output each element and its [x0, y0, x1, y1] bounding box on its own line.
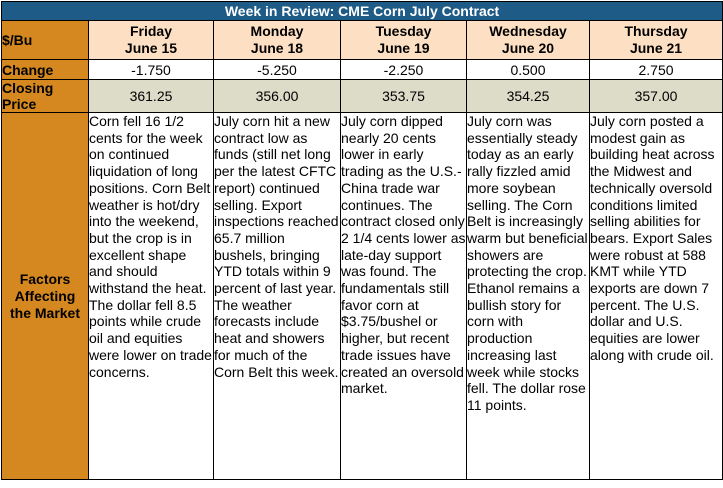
change-value-tuesday: -2.250 — [340, 59, 467, 80]
factors-text-thursday: July corn posted a modest gain as buildi… — [588, 112, 723, 480]
day-name: Monday — [250, 23, 304, 39]
factors-text-friday: Corn fell 16 1/2 cents for the week on c… — [88, 112, 214, 480]
day-header-monday: Monday June 18 — [213, 20, 341, 60]
day-date: June 18 — [250, 40, 304, 56]
table-title: Week in Review: CME Corn July Contract — [0, 1, 723, 21]
day-header-friday: Friday June 15 — [88, 20, 214, 60]
unit-label: $/Bu — [1, 20, 89, 60]
factors-label-line3: the Market — [9, 304, 81, 321]
day-date: June 20 — [501, 40, 555, 56]
day-header-thursday: Thursday June 21 — [588, 20, 723, 60]
closing-label-line1: Closing — [2, 80, 54, 96]
factors-text-tuesday: July corn dipped nearly 20 cents lower i… — [340, 112, 467, 480]
day-date: June 19 — [377, 40, 430, 56]
change-value-thursday: 2.750 — [588, 59, 723, 80]
day-name: Friday — [129, 23, 172, 39]
factors-label: Factors Affecting the Market — [1, 112, 89, 480]
closing-value-wednesday: 354.25 — [466, 79, 590, 113]
title-row: Week in Review: CME Corn July Contract — [0, 1, 723, 21]
change-row: Change -1.750 -5.250 -2.250 0.500 2.750 — [1, 59, 723, 80]
change-value-friday: -1.750 — [88, 59, 214, 80]
day-header-wednesday: Wednesday June 20 — [466, 20, 590, 60]
closing-price-label: Closing Price — [1, 79, 89, 113]
factors-label-line1: Factors — [19, 270, 71, 287]
factors-text-monday: July corn hit a new contract low as fund… — [213, 112, 341, 480]
factors-label-line2: Affecting — [14, 287, 76, 304]
closing-price-row: Closing Price 361.25 356.00 353.75 354.2… — [1, 79, 723, 113]
change-label: Change — [1, 59, 89, 80]
day-name: Thursday — [624, 23, 688, 39]
day-date: June 21 — [629, 40, 683, 56]
closing-value-thursday: 357.00 — [588, 79, 723, 113]
day-name: Tuesday — [375, 23, 432, 39]
factors-row: Factors Affecting the Market Corn fell 1… — [1, 112, 723, 480]
change-value-wednesday: 0.500 — [466, 59, 590, 80]
day-header-tuesday: Tuesday June 19 — [340, 20, 467, 60]
change-value-monday: -5.250 — [213, 59, 341, 80]
closing-value-friday: 361.25 — [88, 79, 214, 113]
closing-value-monday: 356.00 — [213, 79, 341, 113]
day-date: June 15 — [124, 40, 178, 56]
closing-label-line2: Price — [2, 96, 37, 112]
day-name: Wednesday — [489, 23, 567, 39]
factors-text-wednesday: July corn was essentially steady today a… — [466, 112, 590, 480]
header-row: $/Bu Friday June 15 Monday June 18 Tuesd… — [1, 20, 723, 60]
closing-value-tuesday: 353.75 — [340, 79, 467, 113]
